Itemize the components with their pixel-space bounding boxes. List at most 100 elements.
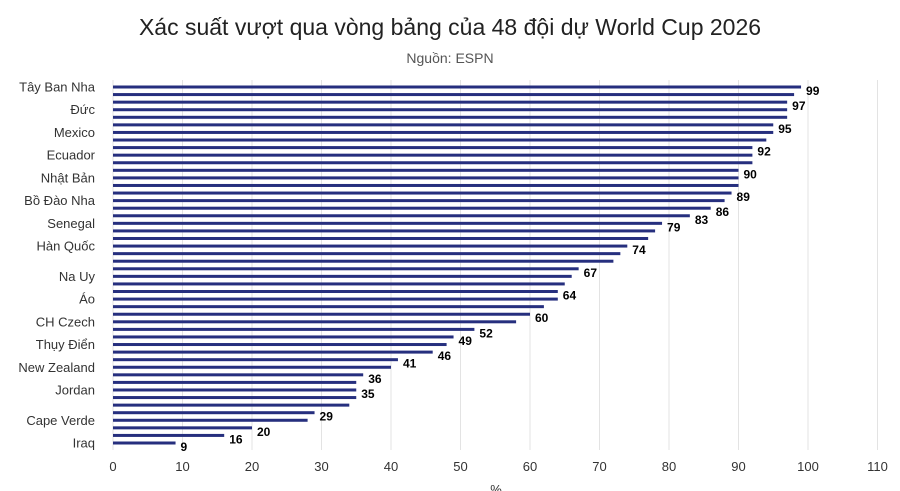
- x-axis-title: %: [490, 482, 502, 491]
- bar-5: [113, 115, 788, 119]
- bar-19: [113, 221, 663, 225]
- category-label: Mexico: [54, 125, 95, 140]
- x-tick-50: 50: [453, 459, 467, 474]
- x-tick-80: 80: [662, 459, 676, 474]
- bar-27: [113, 282, 565, 286]
- bar-37: [113, 358, 398, 362]
- bar-23: [113, 252, 621, 256]
- x-tick-100: 100: [797, 459, 819, 474]
- value-label-6: 95: [778, 122, 792, 136]
- value-label-34: 49: [459, 334, 473, 348]
- value-label-46: 20: [257, 425, 271, 439]
- category-label: Nhật Bản: [41, 170, 95, 185]
- bar-2: [113, 93, 795, 97]
- bar-3: [113, 100, 788, 104]
- x-tick-10: 10: [175, 459, 189, 474]
- category-label: Na Uy: [59, 269, 96, 284]
- bar-40: [113, 380, 357, 384]
- bar-25: [113, 267, 579, 271]
- bar-30: [113, 305, 544, 309]
- bar-10: [113, 153, 753, 157]
- bar-9: [113, 146, 753, 150]
- bar-47: [113, 433, 225, 437]
- bar-39: [113, 373, 364, 377]
- category-label: Iraq: [73, 436, 95, 451]
- x-tick-labels: 0 10 20 30 40 50 60 70 80 90 100 110: [109, 459, 887, 474]
- bar-8: [113, 138, 767, 142]
- bar-46: [113, 426, 252, 430]
- category-label: Hàn Quốc: [36, 239, 95, 254]
- bar-20: [113, 229, 656, 233]
- bar-45: [113, 418, 308, 422]
- x-tick-60: 60: [523, 459, 537, 474]
- value-label-3: 97: [792, 99, 806, 113]
- value-label-33: 52: [479, 326, 493, 340]
- bar-6: [113, 123, 774, 127]
- value-label-19: 79: [667, 220, 681, 234]
- x-tick-40: 40: [384, 459, 398, 474]
- value-label-44: 29: [320, 410, 334, 424]
- bar-14: [113, 183, 739, 187]
- value-label-47: 16: [229, 432, 243, 446]
- bar-18: [113, 214, 690, 218]
- category-label: Jordan: [55, 382, 95, 397]
- x-tick-110: 110: [867, 459, 888, 474]
- bar-43: [113, 403, 350, 407]
- grid-lines: [112, 80, 878, 450]
- value-label-28: 64: [563, 289, 577, 303]
- value-label-39: 36: [368, 372, 382, 386]
- bar-31: [113, 312, 530, 316]
- category-label: Đức: [70, 102, 95, 117]
- chart-subtitle: Nguồn: ESPN: [406, 50, 494, 66]
- bar-42: [113, 396, 357, 400]
- value-label-37: 41: [403, 357, 417, 371]
- bar-12: [113, 168, 739, 172]
- category-label: Thụy Điển: [36, 337, 95, 352]
- bar-15: [113, 191, 732, 195]
- bar-22: [113, 244, 628, 248]
- value-label-25: 67: [584, 266, 598, 280]
- bar-29: [113, 297, 558, 301]
- bar-48: [113, 441, 176, 445]
- category-label: Áo: [79, 292, 95, 307]
- bar-17: [113, 206, 711, 210]
- category-label: Bồ Đào Nha: [24, 193, 96, 208]
- x-tick-30: 30: [314, 459, 328, 474]
- value-label-12: 90: [744, 167, 758, 181]
- bar-4: [113, 108, 788, 112]
- bar-16: [113, 199, 725, 203]
- category-label: Ecuador: [47, 148, 96, 163]
- bar-11: [113, 161, 753, 165]
- bar-38: [113, 365, 391, 369]
- value-label-15: 89: [737, 190, 751, 204]
- value-label-18: 83: [695, 213, 709, 227]
- bar-41: [113, 388, 357, 392]
- bar-44: [113, 411, 315, 415]
- bar-33: [113, 327, 475, 331]
- x-tick-70: 70: [592, 459, 606, 474]
- category-labels: Tây Ban Nha Đức Mexico Ecuador Nhật Bản Bồ Đà…: [18, 80, 95, 451]
- category-label: Cape Verde: [26, 413, 95, 428]
- bar-35: [113, 343, 447, 347]
- value-label-9: 92: [757, 145, 771, 159]
- bar-13: [113, 176, 739, 180]
- value-label-31: 60: [535, 311, 549, 325]
- x-tick-20: 20: [245, 459, 259, 474]
- chart-title: Xác suất vượt qua vòng bảng của 48 đội d…: [138, 14, 762, 40]
- bar-21: [113, 236, 649, 240]
- value-label-17: 86: [716, 205, 730, 219]
- bar-34: [113, 335, 454, 339]
- value-label-41: 35: [361, 387, 375, 401]
- bar-26: [113, 274, 572, 278]
- x-tick-0: 0: [109, 459, 116, 474]
- category-label: Tây Ban Nha: [19, 80, 96, 95]
- value-label-48: 9: [181, 440, 188, 454]
- category-label: New Zealand: [18, 360, 95, 375]
- category-label: Senegal: [47, 216, 95, 231]
- bar-36: [113, 350, 433, 354]
- value-label-1: 99: [806, 84, 820, 98]
- category-label: CH Czech: [36, 314, 95, 329]
- bar-32: [113, 320, 517, 324]
